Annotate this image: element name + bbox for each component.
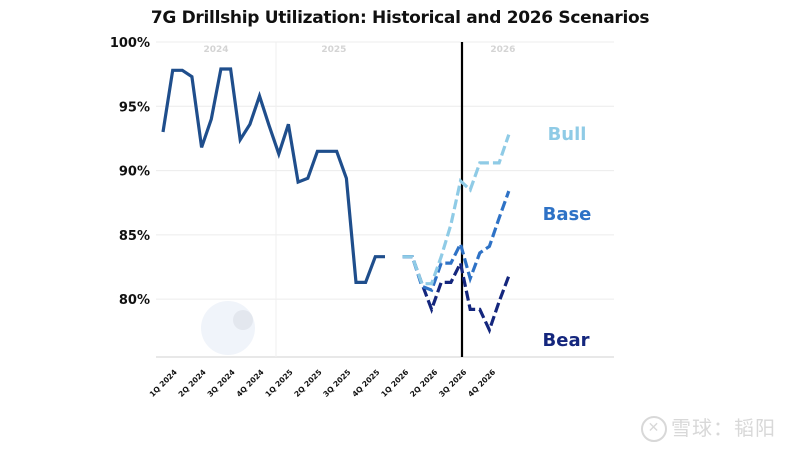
y-tick-label: 90% — [119, 165, 150, 180]
historical-line — [161, 67, 385, 284]
x-tick-label: 3Q 2025 — [321, 368, 352, 399]
y-tick-label: 85% — [119, 229, 150, 244]
y-tick-label: 100% — [110, 36, 150, 51]
x-tick-label: 2Q 2026 — [408, 368, 439, 399]
x-tick-label: 4Q 2025 — [350, 368, 381, 399]
watermark: ✕ 雪球：韬阳 — [641, 412, 776, 442]
series-lines — [161, 67, 511, 335]
series-line-bear — [402, 255, 511, 335]
x-tick-label: 3Q 2026 — [437, 368, 468, 399]
watermark-text: 雪球：韬阳 — [671, 415, 776, 440]
series-label-bull: Bull — [548, 124, 587, 145]
year-label: 2026 — [490, 45, 515, 55]
x-tick-label: 3Q 2024 — [206, 368, 237, 399]
y-tick-label: 80% — [119, 293, 150, 308]
y-axis: 80% 85% 90% 95% 100% — [110, 36, 150, 308]
snowball-logo-icon: ✕ — [641, 416, 667, 442]
globe-watermark-icon — [201, 301, 255, 355]
year-labels: 2024 2025 2026 — [203, 45, 515, 55]
series-labels: Bull Base Bear — [543, 124, 592, 351]
x-tick-label: 1Q 2026 — [379, 368, 410, 399]
x-tick-label: 2Q 2024 — [177, 368, 208, 399]
series-label-base: Base — [543, 204, 592, 225]
x-tick-label: 4Q 2024 — [234, 368, 265, 399]
year-label: 2024 — [203, 45, 228, 55]
series-line-bull — [402, 134, 511, 286]
x-tick-label: 1Q 2024 — [148, 368, 179, 399]
gridlines — [156, 41, 614, 358]
year-label: 2025 — [321, 45, 346, 55]
x-tick-label: 4Q 2026 — [466, 368, 497, 399]
x-tick-label: 1Q 2025 — [263, 368, 294, 399]
x-tick-label: 2Q 2025 — [292, 368, 323, 399]
y-tick-label: 95% — [119, 100, 150, 115]
series-label-bear: Bear — [543, 330, 590, 351]
chart-title: 7G Drillship Utilization: Historical and… — [150, 8, 650, 28]
